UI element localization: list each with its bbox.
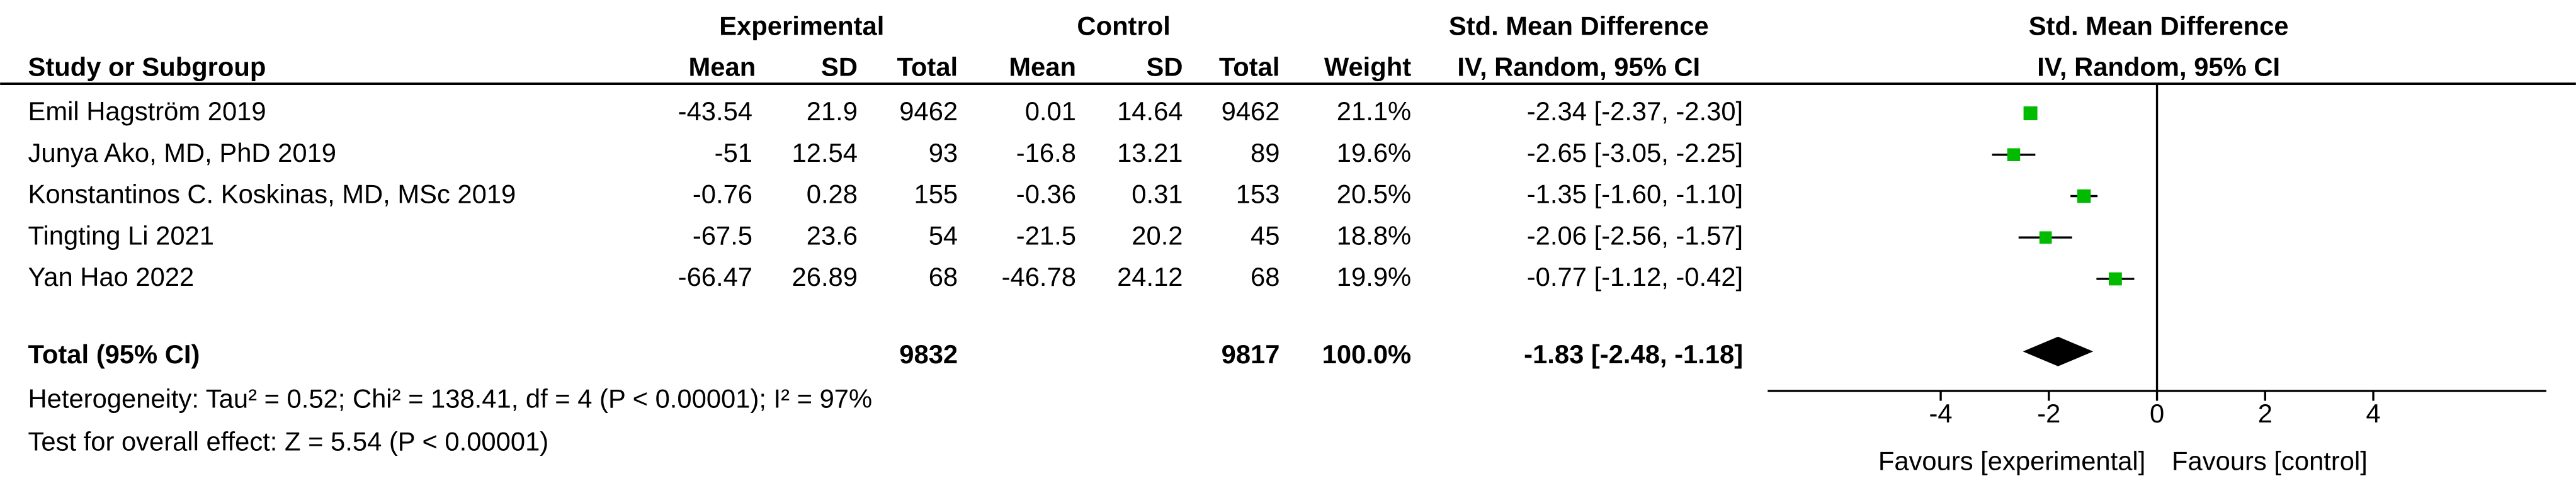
effect-ci: -2.06 [-2.56, -1.57] xyxy=(1527,220,1743,250)
study-name: Konstantinos C. Koskinas, MD, MSc 2019 xyxy=(28,179,516,209)
cell: -16.8 xyxy=(1016,138,1076,167)
cell: -46.78 xyxy=(1002,262,1076,291)
x-tick-label: 0 xyxy=(2150,399,2164,428)
weight: 20.5% xyxy=(1337,179,1411,209)
column-header: Weight xyxy=(1324,52,1411,82)
cell: 68 xyxy=(1251,262,1279,291)
heterogeneity: Heterogeneity: Tau² = 0.52; Chi² = 138.4… xyxy=(28,384,873,414)
cell: 20.2 xyxy=(1132,220,1183,250)
group-header: Std. Mean Difference xyxy=(1449,11,1709,40)
cell: 45 xyxy=(1251,220,1279,250)
favours-left: Favours [experimental] xyxy=(1878,446,2145,476)
weight: 19.6% xyxy=(1337,138,1411,167)
total-ci: -1.83 [-2.48, -1.18] xyxy=(1524,339,1743,369)
column-header: Mean xyxy=(689,52,756,82)
cell: 26.89 xyxy=(792,262,858,291)
cell: 0.01 xyxy=(1025,96,1076,126)
cell: 24.12 xyxy=(1117,262,1183,291)
column-header: SD xyxy=(821,52,858,82)
column-header: SD xyxy=(1147,52,1183,82)
study-name: Tingting Li 2021 xyxy=(28,220,214,250)
effect-square xyxy=(2077,189,2091,203)
cell: 9462 xyxy=(899,96,958,126)
cell: 155 xyxy=(914,179,958,209)
study-name: Junya Ako, MD, PhD 2019 xyxy=(28,138,336,167)
x-tick-label: 2 xyxy=(2258,399,2272,428)
effect-ci: -0.77 [-1.12, -0.42] xyxy=(1527,262,1743,291)
effect-square xyxy=(2023,106,2038,121)
total-weight: 100.0% xyxy=(1322,339,1412,369)
cell: 13.21 xyxy=(1117,138,1183,167)
cell: -0.76 xyxy=(693,179,752,209)
cell: 89 xyxy=(1251,138,1279,167)
cell: -0.36 xyxy=(1016,179,1076,209)
weight: 21.1% xyxy=(1337,96,1411,126)
weight: 19.9% xyxy=(1337,262,1411,291)
cell: 54 xyxy=(929,220,958,250)
study-name: Emil Hagström 2019 xyxy=(28,96,266,126)
group-header: Std. Mean Difference xyxy=(2029,11,2289,40)
x-tick-label: -2 xyxy=(2037,399,2060,428)
column-header: Mean xyxy=(1009,52,1076,82)
cell: 0.28 xyxy=(807,179,858,209)
cell: 93 xyxy=(929,138,958,167)
cell: -66.47 xyxy=(678,262,752,291)
effect-ci: -1.35 [-1.60, -1.10] xyxy=(1527,179,1743,209)
cell: 14.64 xyxy=(1117,96,1183,126)
group-header: Control xyxy=(1077,11,1170,40)
cell: 21.9 xyxy=(807,96,858,126)
effect-square xyxy=(2109,272,2122,286)
favours-right: Favours [control] xyxy=(2172,446,2368,476)
cell: -67.5 xyxy=(693,220,752,250)
plot-subheader: IV, Random, 95% CI xyxy=(2037,52,2280,82)
cell: 0.31 xyxy=(1132,179,1183,209)
total-label: Total (95% CI) xyxy=(28,339,200,369)
group-header: Experimental xyxy=(719,11,884,40)
effect-ci: -2.34 [-2.37, -2.30] xyxy=(1527,96,1743,126)
effect-square xyxy=(2007,148,2021,161)
x-tick-label: -4 xyxy=(1929,399,1953,428)
total-n: 9832 xyxy=(899,339,958,369)
overall-effect: Test for overall effect: Z = 5.54 (P < 0… xyxy=(28,426,549,456)
column-header: IV, Random, 95% CI xyxy=(1457,52,1700,82)
weight: 18.8% xyxy=(1337,220,1411,250)
x-tick-label: 4 xyxy=(2366,399,2380,428)
column-header: Study or Subgroup xyxy=(28,52,266,82)
cell: -43.54 xyxy=(678,96,752,126)
column-header: Total xyxy=(1219,52,1280,82)
cell: 153 xyxy=(1236,179,1280,209)
cell: -21.5 xyxy=(1016,220,1076,250)
column-header: Total xyxy=(897,52,958,82)
cell: 12.54 xyxy=(792,138,858,167)
cell: 9462 xyxy=(1222,96,1280,126)
cell: -51 xyxy=(715,138,752,167)
cell: 23.6 xyxy=(807,220,858,250)
pooled-diamond xyxy=(2023,336,2094,366)
total-n: 9817 xyxy=(1222,339,1280,369)
effect-square xyxy=(2039,231,2052,244)
study-name: Yan Hao 2022 xyxy=(28,262,195,291)
cell: 68 xyxy=(929,262,958,291)
effect-ci: -2.65 [-3.05, -2.25] xyxy=(1527,138,1743,167)
